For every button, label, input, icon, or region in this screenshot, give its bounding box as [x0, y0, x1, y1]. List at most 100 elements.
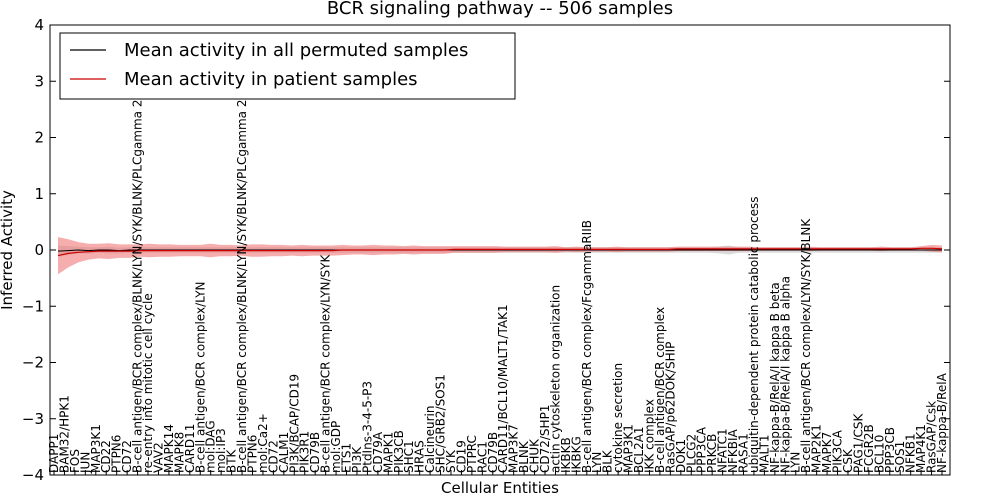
x-tick-label: mol:GDP [329, 421, 343, 473]
y-tick-label: 2 [34, 129, 44, 147]
x-tick-label: MAP3K7 [507, 424, 521, 473]
series-band-1 [58, 237, 942, 275]
x-tick-label: CD19 [454, 440, 468, 473]
x-tick-label: PI3K [350, 446, 364, 473]
x-tick-label: re-entry into mitotic cell cycle [141, 293, 155, 473]
x-tick-label: mol:DAG [204, 420, 218, 473]
x-tick-label: HRAS [413, 440, 427, 473]
x-tick-label: CD72 [120, 440, 134, 473]
legend-box [59, 32, 516, 100]
x-tick-label: PIK3R1 [298, 431, 312, 473]
x-tick-label: IKK complex [642, 399, 656, 473]
x-tick-label: B-cell antigen/BCR complex/BLNK/LYN/SYK/… [131, 100, 145, 474]
x-tick-label: PIK3CA [831, 429, 845, 473]
x-tick-label: B-cell antigen/BCR complex/LYN/SYK/BLNK [799, 218, 813, 473]
x-tick-label: PTPN6 [245, 435, 259, 473]
x-tick-label: CD79A [371, 431, 385, 473]
x-tick-label: ubiquitin-dependent protein catabolic pr… [747, 197, 761, 473]
x-tick-label: CARD11/BCL10/MALT1/TAK1 [496, 304, 510, 473]
x-tick-label: Calcineurin [423, 406, 437, 473]
x-tick-label: MAPK8 [172, 432, 186, 473]
x-tick-label: RASA1 [737, 433, 751, 473]
legend-label-permuted: Mean activity in all permuted samples [124, 40, 468, 61]
x-tick-label: DOK1 [674, 439, 688, 473]
x-tick-label: CD72 [266, 440, 280, 473]
x-tick-label: MAP2K1 [810, 424, 824, 473]
x-tick-label: PTPN6 [110, 435, 124, 473]
legend: Mean activity in all permuted samples Me… [59, 32, 516, 100]
x-tick-label: CD79B [308, 432, 322, 473]
x-tick-label: MAP3K1 [89, 424, 103, 473]
y-tick-label: −2 [22, 354, 44, 372]
x-tick-label: PPP3CB [883, 427, 897, 473]
x-tick-label: PTPRC [465, 435, 479, 473]
x-tick-label: CHUK [528, 438, 542, 473]
x-tick-label: actin cytoskeleton organization [548, 285, 562, 473]
x-tick-label: MAP3K1 [622, 424, 636, 473]
x-tick-label: IKBKB [559, 437, 573, 473]
x-tick-label: ETS1 [340, 443, 354, 473]
x-tick-label: LYN [789, 452, 803, 473]
x-tick-label: CSK [841, 448, 855, 473]
x-tick-label: NFKB1 [904, 433, 918, 473]
x-tick-label: FCGR2B [862, 424, 876, 473]
y-tick-label: −3 [22, 410, 44, 428]
x-tick-label: RAC1 [475, 441, 489, 473]
x-tick-label: PRKCB [705, 434, 719, 473]
x-tick-label: CD22 [99, 440, 113, 473]
x-tick-label: NFATC1 [716, 428, 730, 473]
x-tick-label: PPP3CA [695, 426, 709, 473]
y-tick-label: −4 [22, 466, 44, 484]
y-axis: −4 −3 −2 −1 0 1 2 3 4 [22, 16, 950, 484]
legend-label-patient: Mean activity in patient samples [124, 69, 418, 90]
y-axis-label: Inferred Activity [0, 190, 16, 310]
x-tick-label: MAPK1 [381, 432, 395, 473]
x-tick-label: BTK [225, 448, 239, 473]
x-tick-label: JUN [78, 452, 92, 474]
x-tick-label: RasGAP/p62DOK/SHIP [663, 342, 677, 473]
x-tick-label: PIK3CB [392, 430, 406, 473]
x-tick-label: BLK [601, 449, 615, 473]
x-tick-label: BCL2A1 [632, 426, 646, 473]
x-tick-label: SHC/GRB2/SOS1 [434, 374, 448, 473]
y-tick-label: 1 [34, 185, 44, 203]
x-tick-label: B-cell antigen/BCR complex/FcgammaRIIB [580, 220, 594, 473]
x-tick-label: PAG1/CSK [851, 413, 865, 473]
x-axis: DAPP1BAM32/HPK1FOSJUNMAP3K1CD22PTPN6CD72… [47, 100, 949, 475]
x-tick-label: SHC1 [402, 440, 416, 473]
y-tick-label: 4 [34, 16, 44, 34]
x-tick-label: BAM32/HPK1 [57, 395, 71, 473]
x-tick-label: PtdIns-3-4-5-P3 [360, 381, 374, 473]
x-tick-label: B-cell antigen/BCR complex/LYN [193, 281, 207, 473]
x-tick-label: CARD11 [183, 424, 197, 473]
y-tick-label: −1 [22, 297, 44, 315]
x-tick-label: CD79B [486, 432, 500, 473]
chart-title: BCR signaling pathway -- 506 samples [327, 0, 673, 19]
x-tick-label: IKBKG [569, 436, 583, 473]
x-tick-label: MAP4K1 [914, 424, 928, 473]
x-tick-label: CALM1 [277, 432, 291, 473]
series-line-1 [57, 247, 943, 257]
x-tick-label: VAV2 [151, 442, 165, 473]
x-tick-label: B-cell antigen/BCR complex/LYN/SYK [319, 253, 333, 473]
x-tick-label: CD72/SHP1 [538, 405, 552, 473]
x-tick-label: BCL10 [872, 435, 886, 473]
x-tick-label: MALT1 [757, 434, 771, 473]
y-tick-label: 0 [34, 241, 44, 259]
x-tick-label: NF-kappa-B/RelA/I kappa B beta [768, 282, 782, 473]
x-tick-label: cytokine secretion [611, 363, 625, 473]
x-tick-label: SYK [444, 449, 458, 473]
x-tick-label: DAPP1 [47, 434, 61, 473]
x-tick-label: NFKBIA [726, 428, 740, 473]
x-tick-label: MAPK7 [820, 432, 834, 473]
x-tick-label: PI3K/BCAP/CD19 [287, 374, 301, 473]
x-tick-label: mol:Ca2+ [256, 413, 270, 473]
x-tick-label: PLCG2 [684, 434, 698, 473]
x-tick-label: NF-kappa-B/RelA/I kappa B alpha [778, 276, 792, 473]
x-tick-label: RasGAP/Csk [925, 401, 939, 473]
x-tick-label: B-cell antigen/BCR complex [653, 307, 667, 473]
x-tick-label: FOS [68, 449, 82, 473]
y-tick-label: 3 [34, 72, 44, 90]
x-tick-label: LYN [590, 452, 604, 473]
x-tick-label: BLNK [517, 440, 531, 473]
